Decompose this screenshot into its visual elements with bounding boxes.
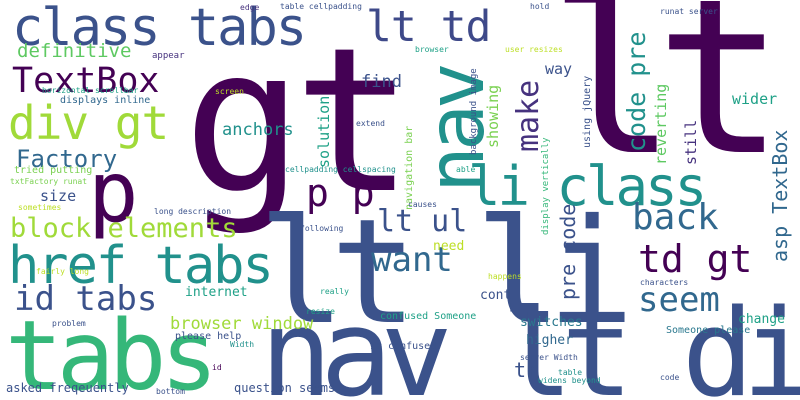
word-internet: internet (185, 285, 248, 300)
word-navigation-bar: navigation bar (404, 125, 415, 210)
word-please-help: please help (175, 331, 242, 342)
word-txtfactory-runat: txtFactory runat (10, 177, 88, 186)
word-following: following (300, 224, 344, 233)
word-extend: extend (356, 119, 385, 128)
word-bottom: bottom (156, 387, 185, 396)
word-fairly-long: fairly long (36, 267, 89, 276)
word-really: really (320, 287, 349, 296)
word-back: back (632, 197, 719, 238)
word-cellpadding-cellspacing: cellpadding cellspacing (285, 165, 396, 174)
word-able: able (456, 165, 476, 174)
word-gt: gt (183, 5, 414, 238)
word-factory: Factory (16, 145, 118, 173)
word-long-description: long description (154, 207, 232, 216)
word-someone-please: Someone please (666, 325, 751, 336)
word-class-tabs: class tabs (12, 0, 307, 58)
word-textbox: TextBox (12, 61, 160, 101)
word-question-seems: question seems (234, 381, 336, 395)
word-find: find (361, 72, 402, 92)
word-problem: problem (52, 319, 86, 328)
word-background-image: background image (469, 68, 479, 155)
word-still: still (682, 119, 700, 165)
word-make: make (511, 79, 546, 152)
word-im-confused: Im confused (370, 341, 437, 352)
word-switches: switches (520, 315, 583, 330)
word-showing: showing (484, 84, 502, 148)
word-browser-window: browser window (170, 314, 314, 334)
word-code-pre: code pre (622, 31, 651, 152)
word-higher: higher (526, 333, 573, 348)
word-asp-textbox: asp TextBox (768, 129, 792, 262)
word-widens-beyond: widens beyond (538, 376, 601, 385)
word-using-jquery: using jQuery (582, 75, 593, 148)
word-happens: happens (488, 272, 522, 281)
word-screen: screen (215, 87, 244, 96)
word-resize: resize (306, 307, 335, 316)
word-anchors: anchors (222, 120, 294, 140)
word-code: code (660, 373, 680, 382)
word-runat-server: runat server (660, 7, 718, 16)
word-tr: tr (514, 358, 539, 382)
word-sometimes: sometimes (18, 203, 62, 212)
word-p: p (88, 143, 139, 241)
word-appear: appear (152, 51, 185, 61)
word-need: need (433, 239, 465, 254)
word-way: way (545, 60, 573, 78)
word-hold: hold (530, 2, 550, 11)
word-server-width: server Width (520, 353, 578, 362)
word-lt-li: lt li (258, 188, 634, 357)
word-causes: causes (408, 200, 437, 209)
word-change: change (738, 312, 785, 327)
word-tabs: tabs (5, 300, 218, 400)
word-definitive: definitive (17, 40, 132, 62)
word-wider: wider (732, 90, 778, 108)
word-reverting: reverting (652, 83, 670, 165)
word-display-vertically: display vertically (541, 137, 551, 235)
word-table-cellpadding: table cellpadding (280, 2, 362, 11)
word-lt-ul: lt ul (377, 204, 468, 239)
word-confused-someone: confused Someone (380, 311, 477, 322)
word-table: table (558, 368, 583, 377)
word-tried-putting: tried putting (14, 165, 93, 176)
word-p-p: p p (306, 171, 375, 215)
word-width: Width (230, 340, 255, 349)
word-lt: lt (548, 0, 785, 203)
word-li-class: li class (468, 155, 707, 218)
word-asked-freqeuently: asked freqeuently (6, 381, 129, 395)
word-user-resizes: user resizes (505, 45, 563, 54)
word-block-elements: block elements (10, 213, 238, 244)
word-div-gt: div gt (8, 96, 169, 150)
word-href-tabs: href tabs (8, 236, 274, 296)
word-solution: solution (315, 95, 333, 168)
word-pre-code: pre code (556, 203, 580, 300)
word-characters: characters (640, 278, 689, 287)
word-size: size (40, 187, 77, 205)
word-horizontal-scrollbar: horizontal scrollbar (42, 86, 139, 95)
word-seem: seem (638, 280, 720, 320)
word-lt-td: lt td (366, 2, 491, 52)
word-id-tabs: id tabs (14, 279, 158, 319)
word-browser: browser (415, 45, 449, 54)
word-id: id (212, 363, 222, 372)
word-td-gt: td gt (638, 237, 753, 281)
word-edge: edge (240, 3, 260, 12)
word-want: want (371, 240, 453, 280)
word-nav-lt-div: nav lt div (260, 285, 800, 400)
word-cont: cont (480, 288, 512, 303)
word-displays-inline: displays inline (60, 95, 151, 106)
